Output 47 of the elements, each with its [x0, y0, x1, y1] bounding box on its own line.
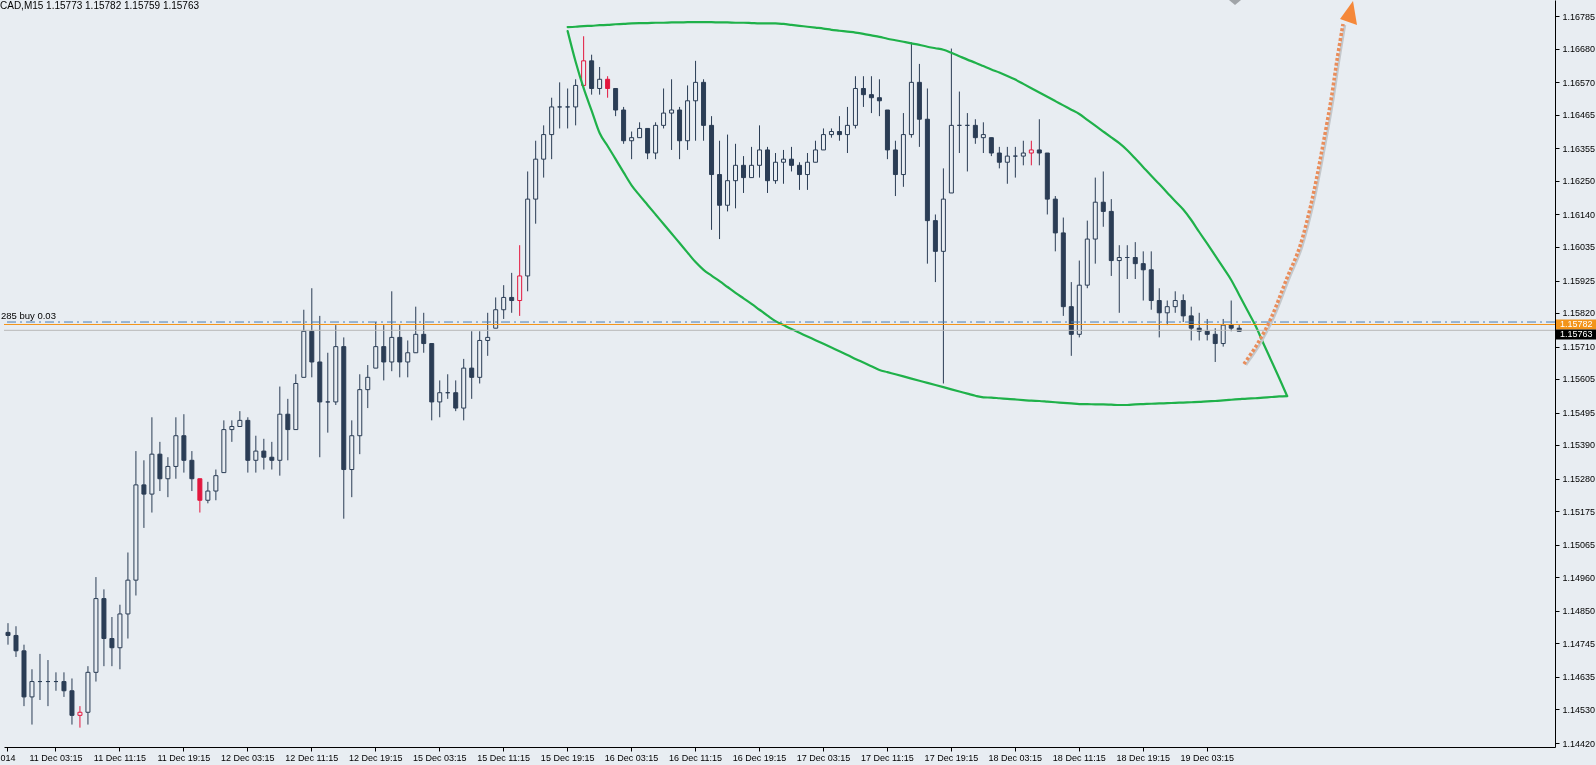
x-tick-label: 18 Dec 11:15	[1052, 752, 1106, 763]
ref-line-label: 285 buy 0.03	[1, 310, 56, 322]
x-tick-label: 11 Dec 19:15	[157, 752, 211, 763]
x-tick-label: 12 Dec 11:15	[285, 752, 339, 763]
y-tick-label: 1.15175	[1562, 506, 1596, 517]
y-tick-label: 1.15710	[1562, 342, 1596, 353]
ref-line-label: 1.15782	[1560, 319, 1593, 330]
y-tick-label: 1.14635	[1562, 672, 1596, 683]
x-tick-label: 17 Dec 11:15	[860, 752, 914, 763]
y-tick-label: 1.15495	[1562, 408, 1596, 419]
x-tick-label: 12 Dec 19:15	[348, 752, 403, 763]
y-tick-label: 1.16570	[1562, 77, 1596, 88]
y-tick-label: 1.14960	[1562, 572, 1596, 583]
y-tick-label: 1.16140	[1562, 209, 1596, 220]
x-tick-label: 18 Dec 19:15	[1116, 752, 1171, 763]
y-tick-label: 1.16785	[1562, 11, 1596, 22]
x-tick-label: 15 Dec 03:15	[412, 752, 467, 763]
y-tick-label: 1.16355	[1562, 143, 1596, 154]
x-tick-label: 16 Dec 11:15	[669, 752, 722, 763]
chart-title: CAD,M15 1.15773 1.15782 1.15759 1.15763	[0, 0, 200, 11]
y-tick-label: 1.14850	[1562, 606, 1596, 617]
y-tick-label: 1.15390	[1562, 440, 1596, 451]
x-tick-label: 19 Dec 03:15	[1180, 752, 1234, 763]
x-tick-label: 11 Dec 03:15	[29, 752, 83, 763]
x-tick-label: 11 Dec 11:15	[93, 752, 147, 763]
y-tick-label: 1.16250	[1562, 176, 1596, 187]
y-tick-label: 1.16680	[1562, 44, 1596, 55]
x-tick-label: 18 Dec 03:15	[988, 752, 1043, 763]
x-tick-label: 15 Dec 11:15	[477, 752, 531, 763]
y-tick-label: 1.16035	[1562, 242, 1596, 253]
x-tick-label: 12 Dec 03:15	[221, 752, 275, 763]
x-tick-label: 17 Dec 03:15	[796, 752, 851, 763]
y-tick-label: 1.15820	[1562, 308, 1596, 319]
y-tick-label: 1.15280	[1562, 474, 1596, 485]
y-tick-label: 1.15925	[1562, 276, 1596, 287]
y-tick-label: 1.14745	[1562, 638, 1596, 649]
y-tick-label: 1.15605	[1562, 374, 1596, 385]
x-tick-label: 17 Dec 19:15	[924, 752, 979, 763]
y-tick-label: 1.14530	[1562, 704, 1596, 715]
x-tick-label: 16 Dec 03:15	[604, 752, 659, 763]
x-tick-label: 014	[0, 752, 16, 763]
ref-line-label: 1.15763	[1560, 329, 1593, 340]
x-tick-label: 15 Dec 19:15	[540, 752, 595, 763]
y-tick-label: 1.14420	[1562, 738, 1596, 749]
y-tick-label: 1.15065	[1562, 540, 1596, 551]
x-tick-label: 16 Dec 19:15	[732, 752, 787, 763]
y-tick-label: 1.16465	[1562, 110, 1596, 121]
